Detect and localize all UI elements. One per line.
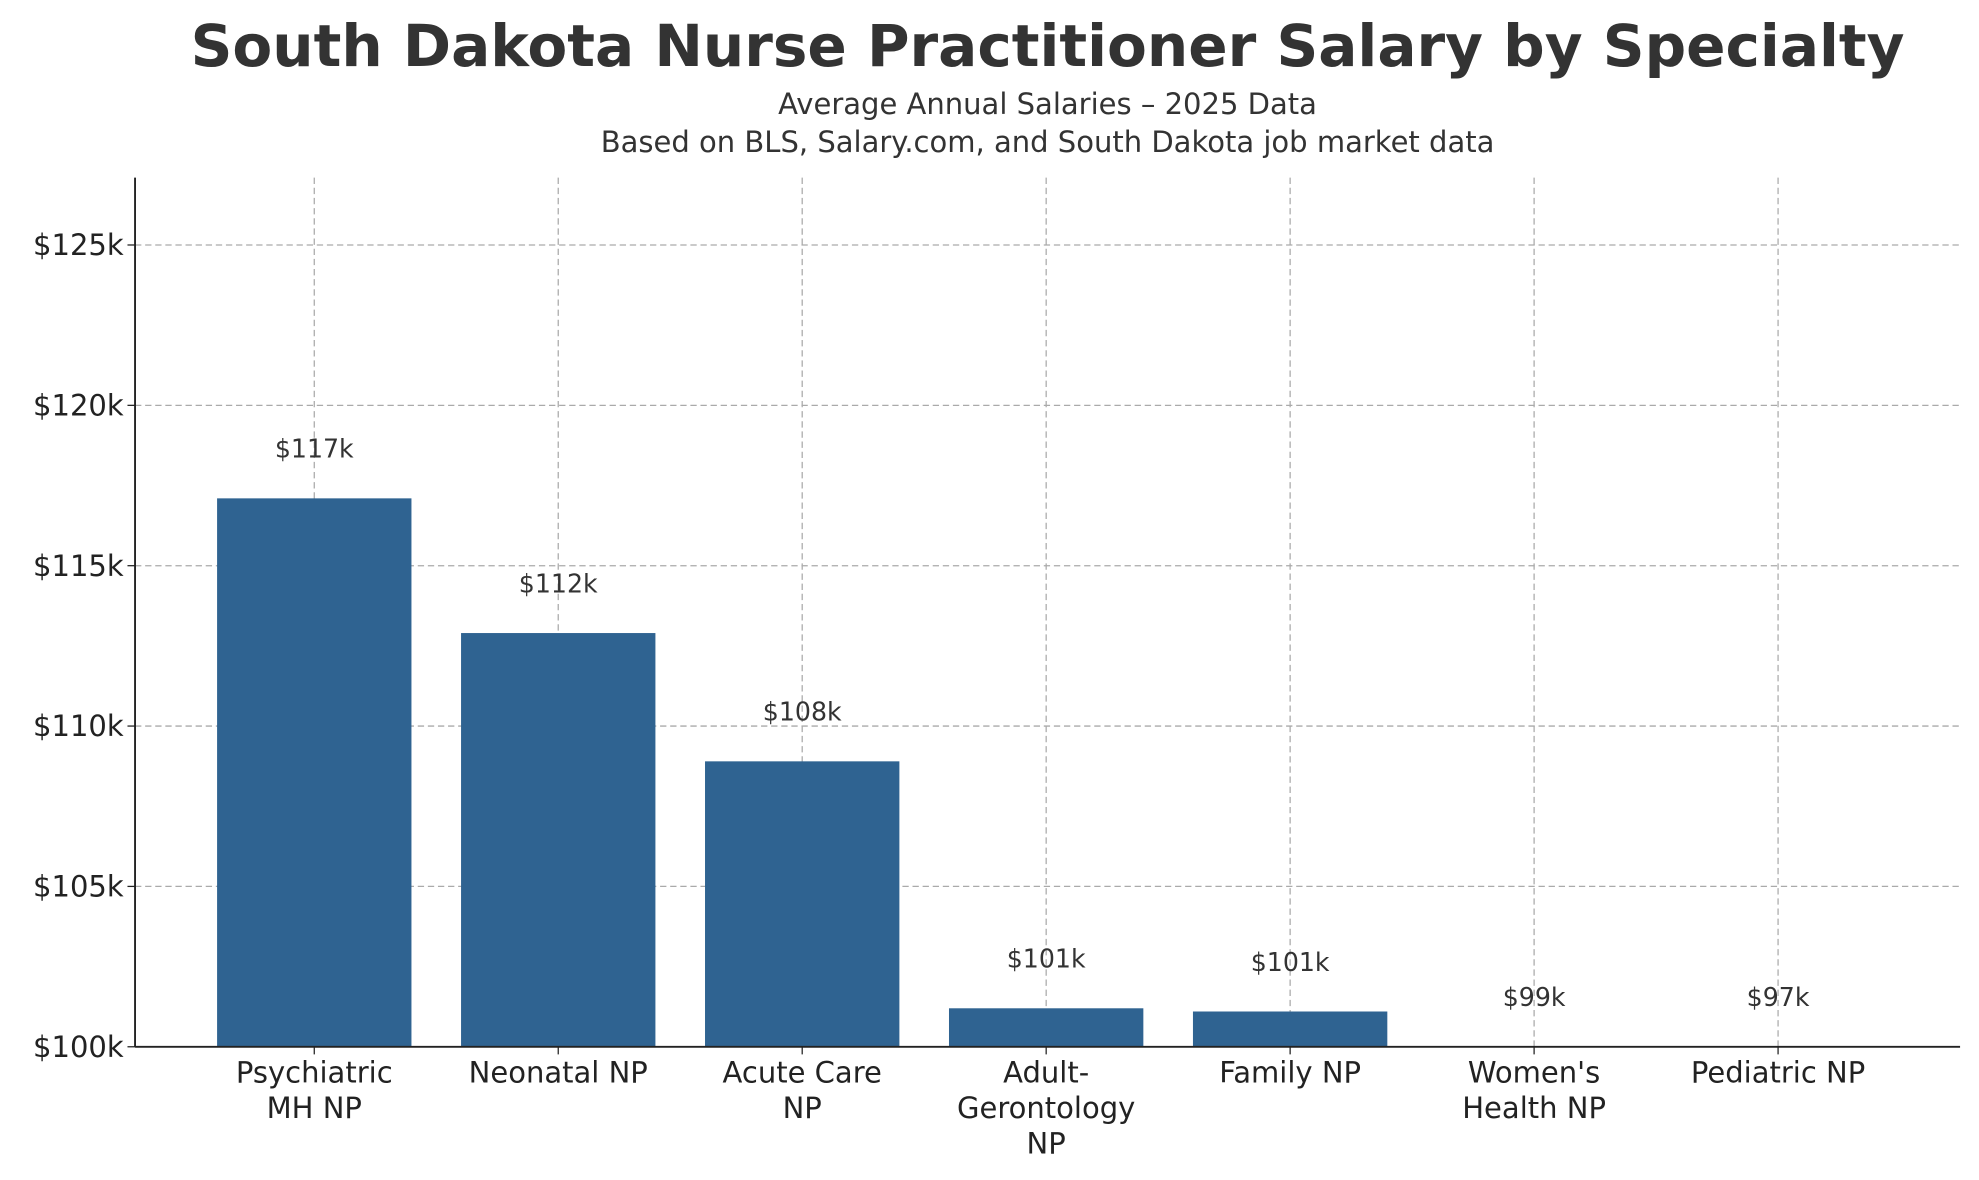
x-tick-label: Family NP: [1219, 1055, 1361, 1089]
bar: [217, 498, 412, 1047]
value-label: $117k: [275, 435, 354, 464]
x-tick-label-line: MH NP: [267, 1091, 362, 1125]
chart-title: South Dakota Nurse Practitioner Salary b…: [191, 12, 1905, 80]
value-label: $112k: [519, 569, 598, 598]
y-tick-label: $100k: [33, 1030, 124, 1064]
value-label: $101k: [1007, 945, 1086, 974]
chart-subtitle: Based on BLS, Salary.com, and South Dako…: [601, 125, 1495, 159]
x-tick-label-line: NP: [1027, 1126, 1066, 1160]
x-tick-label: Women's Health NP: [1462, 1055, 1606, 1125]
value-label: $101k: [1251, 948, 1330, 977]
y-tick-label: $110k: [33, 709, 124, 743]
value-label: $108k: [763, 698, 842, 727]
bar: [948, 1008, 1144, 1047]
x-tick-label-line: Adult-: [1003, 1055, 1089, 1089]
y-tick-label: $125k: [33, 228, 124, 262]
x-tick-label: Acute Care NP: [723, 1055, 882, 1125]
bar: [705, 761, 900, 1047]
x-tick-label-line: Pediatric NP: [1691, 1055, 1865, 1089]
x-tick-label: Pediatric NP: [1691, 1055, 1865, 1089]
y-tick-label: $120k: [33, 388, 124, 422]
bar: [461, 633, 656, 1047]
x-tick-label-line: Health NP: [1462, 1091, 1606, 1125]
x-tick-label-line: Acute Care: [723, 1055, 882, 1089]
y-tick-label: $105k: [33, 869, 124, 903]
value-label: $99k: [1503, 983, 1566, 1012]
x-tick-label-line: NP: [783, 1091, 822, 1125]
x-tick-label: Psychiatric MH NP: [236, 1055, 393, 1125]
chart-subtitle: Average Annual Salaries – 2025 Data: [778, 87, 1317, 121]
x-tick-label-line: Psychiatric: [236, 1055, 393, 1089]
y-tick-label: $115k: [33, 549, 124, 583]
bar: [1192, 1011, 1388, 1047]
x-tick-label-line: Neonatal NP: [469, 1055, 648, 1089]
x-tick-label: Adult-Gerontology NP: [957, 1055, 1135, 1160]
value-label: $97k: [1747, 983, 1810, 1012]
x-tick-label: Neonatal NP: [469, 1055, 648, 1089]
x-tick-label-line: Gerontology: [957, 1091, 1135, 1125]
x-tick-label-line: Women's: [1468, 1055, 1600, 1089]
x-tick-label-line: Family NP: [1219, 1055, 1361, 1089]
